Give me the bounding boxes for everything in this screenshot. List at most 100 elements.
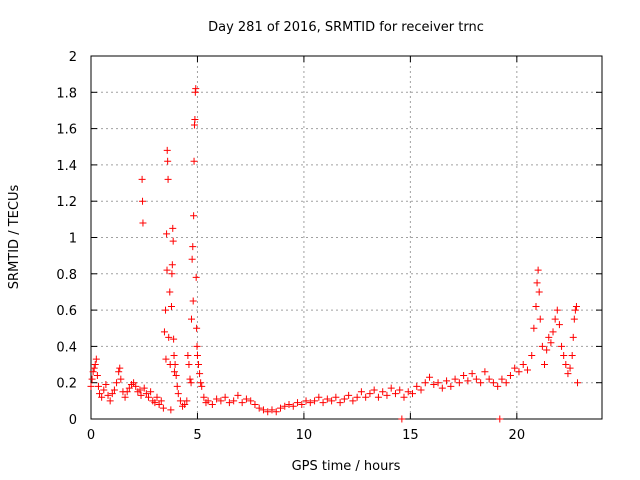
data-point [485, 375, 493, 383]
data-point [332, 393, 340, 401]
data-point [163, 266, 171, 274]
chart-title: Day 281 of 2016, SRMTID for receiver trn… [208, 20, 484, 35]
y-axis-label: SRMTID / TECUs [7, 185, 22, 290]
data-point [184, 351, 192, 359]
data-point [555, 321, 563, 329]
data-point [123, 388, 131, 396]
data-point [396, 386, 404, 394]
data-point [511, 364, 519, 372]
data-point [353, 393, 361, 401]
data-point [366, 390, 374, 398]
data-point [362, 393, 370, 401]
data-point [370, 386, 378, 394]
data-point [170, 335, 178, 343]
data-point [181, 400, 189, 408]
data-point [494, 382, 502, 390]
y-tick-label: 1.6 [56, 123, 77, 138]
data-point [110, 386, 118, 394]
data-point [472, 375, 480, 383]
data-point [170, 368, 178, 376]
data-point [174, 390, 182, 398]
data-point [106, 397, 114, 405]
data-point [147, 388, 155, 396]
y-tick-label: 0 [69, 413, 77, 428]
data-point [538, 342, 546, 350]
data-point [404, 388, 412, 396]
data-point [208, 400, 216, 408]
data-point [498, 375, 506, 383]
data-point [528, 351, 536, 359]
data-point [535, 288, 543, 296]
data-point [197, 379, 205, 387]
y-tick-label: 0.6 [56, 304, 77, 319]
data-point [523, 366, 531, 374]
data-point [183, 397, 191, 405]
data-point [238, 399, 246, 407]
data-point [489, 379, 497, 387]
data-point [413, 382, 421, 390]
data-point [571, 306, 579, 314]
data-point [536, 315, 544, 323]
data-point [168, 261, 176, 269]
data-point [91, 361, 99, 369]
data-point [264, 408, 272, 416]
data-point [170, 351, 178, 359]
data-point [328, 397, 336, 405]
data-point [319, 399, 327, 407]
data-point [191, 116, 199, 124]
data-point [196, 370, 204, 378]
data-point [562, 361, 570, 369]
data-point [92, 355, 100, 363]
data-point [285, 400, 293, 408]
data-point [532, 302, 540, 310]
y-tick-label: 1.2 [56, 195, 77, 210]
data-point [574, 379, 582, 387]
data-point [213, 395, 221, 403]
data-points [87, 85, 582, 423]
data-point [171, 361, 179, 369]
data-point [543, 346, 551, 354]
data-point [430, 381, 438, 389]
data-point [294, 399, 302, 407]
data-point [460, 371, 468, 379]
data-point [455, 379, 463, 387]
data-point [102, 381, 110, 389]
data-point [530, 324, 538, 332]
data-point [515, 368, 523, 376]
data-point [570, 315, 578, 323]
data-point [340, 395, 348, 403]
data-point [247, 397, 255, 405]
data-point [268, 406, 276, 414]
data-point [137, 391, 145, 399]
data-point [560, 351, 568, 359]
data-point [506, 371, 514, 379]
data-point [163, 230, 171, 238]
data-point [572, 302, 580, 310]
data-point [187, 379, 195, 387]
data-point [155, 400, 163, 408]
data-point [142, 390, 150, 398]
data-point [132, 382, 140, 390]
x-axis-label: GPS time / hours [292, 459, 401, 474]
data-point [167, 302, 175, 310]
data-point [187, 315, 195, 323]
x-tick-label: 10 [296, 428, 313, 443]
data-point [165, 333, 173, 341]
data-point [434, 379, 442, 387]
data-point [568, 351, 576, 359]
data-point [302, 397, 310, 405]
data-point [130, 379, 138, 387]
data-point [193, 342, 201, 350]
data-point [153, 393, 161, 401]
data-point [185, 361, 193, 369]
data-point [172, 371, 180, 379]
data-point [193, 324, 201, 332]
data-point [89, 368, 97, 376]
data-point [447, 382, 455, 390]
data-point [193, 351, 201, 359]
data-point [116, 364, 124, 372]
data-point [421, 379, 429, 387]
data-point [477, 379, 485, 387]
data-point [169, 237, 177, 245]
